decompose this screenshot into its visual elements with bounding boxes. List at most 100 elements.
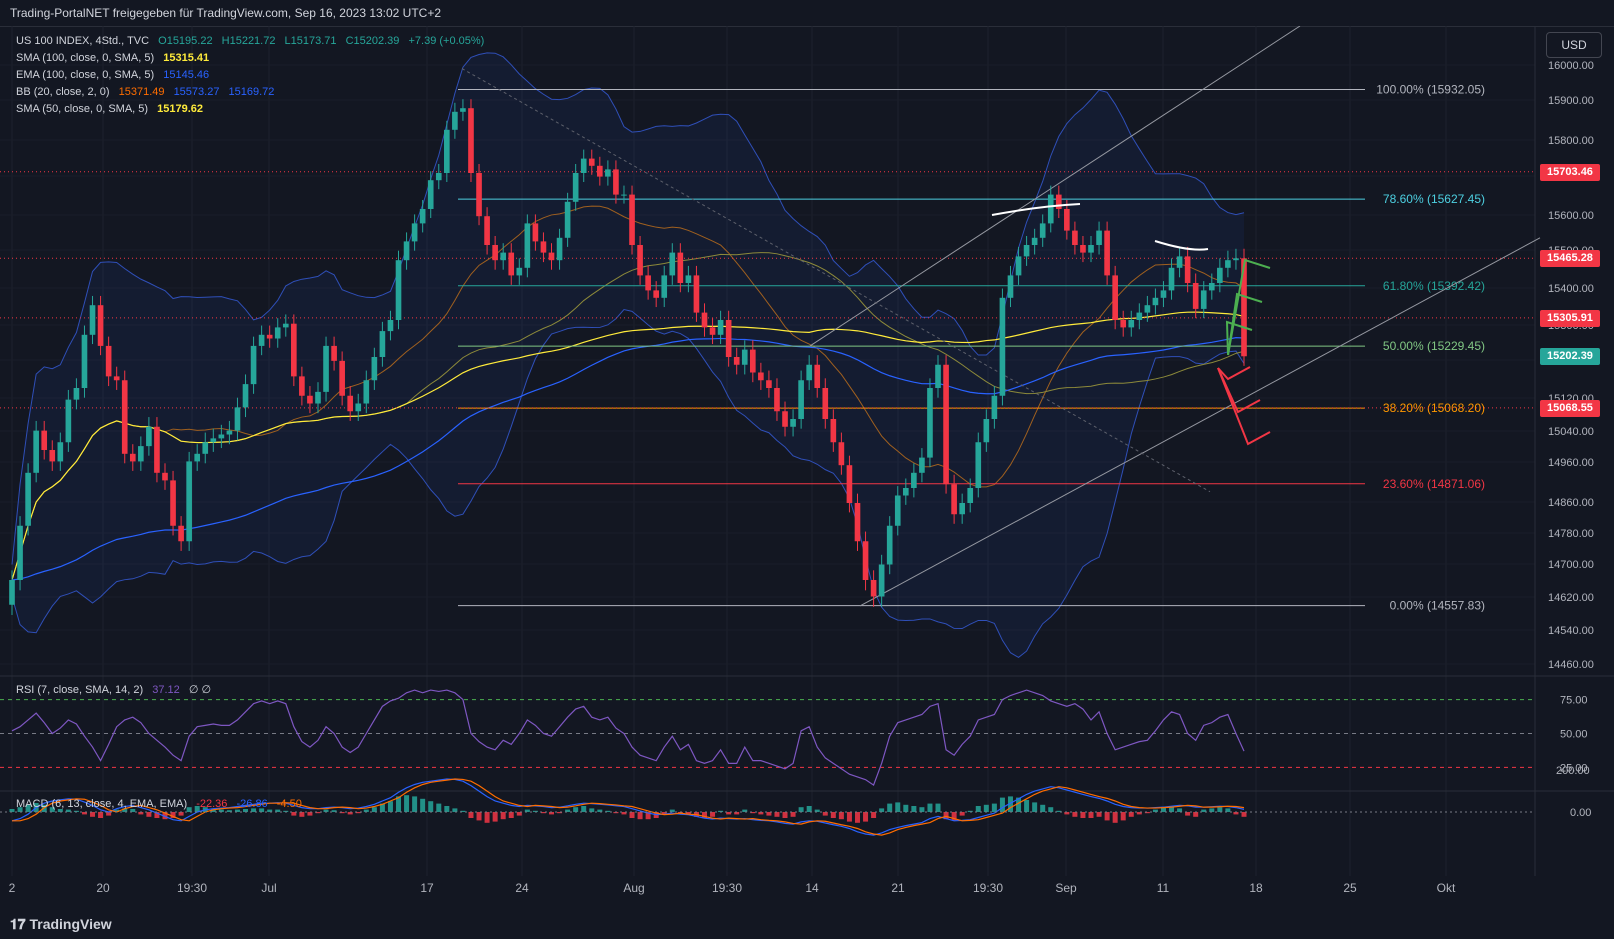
macd-hist-bar — [1072, 812, 1078, 817]
candle-body — [862, 541, 869, 580]
y-tick-label: 14960.00 — [1548, 457, 1594, 469]
legend-ema100[interactable]: EMA (100, close, 0, SMA, 5) 15145.46 — [16, 67, 215, 83]
candle-body — [1241, 258, 1247, 357]
macd-hist-bar — [532, 810, 538, 812]
macd-hist-bar — [637, 812, 643, 820]
macd-hist-bar — [1096, 812, 1102, 817]
macd-hist-bar — [661, 812, 667, 815]
x-tick-label: 14 — [805, 881, 819, 895]
brand-label: TradingView — [29, 916, 112, 932]
macd-hist-bar — [347, 812, 353, 815]
macd-hist-bar — [267, 809, 273, 812]
macd-hist-bar — [613, 812, 619, 814]
macd-hist-bar — [98, 812, 104, 818]
macd-hist-bar — [154, 812, 160, 818]
candle-body — [725, 320, 732, 357]
fib-level-label: 23.60% (14871.06) — [1383, 477, 1485, 491]
candle-body — [113, 376, 120, 381]
x-tick-label: 20 — [96, 881, 110, 895]
price-tag: 15202.39 — [1540, 348, 1600, 366]
candle-body — [403, 241, 410, 261]
bullish-arrow — [1227, 292, 1263, 356]
sma50-label: SMA (50, close, 0, SMA, 5) — [16, 103, 149, 115]
fib-level-label: 50.00% (15229.45) — [1383, 339, 1485, 353]
annotation-arc — [991, 203, 1081, 216]
candle-body — [121, 380, 128, 454]
candle-body — [588, 158, 595, 166]
x-tick-label: 19:30 — [712, 881, 742, 895]
macd-hist-bar — [420, 798, 426, 812]
fib-level-label: 0.00% (14557.83) — [1390, 599, 1485, 613]
legend-rsi[interactable]: RSI (7, close, SMA, 14, 2) 37.12 ∅ ∅ — [16, 682, 217, 698]
candle-body — [733, 357, 740, 365]
candle-body — [935, 364, 941, 388]
macd-hist-bar — [412, 796, 418, 812]
chart-share-title: Trading-PortalNET freigegeben für Tradin… — [10, 6, 442, 20]
macd-hist-bar — [895, 802, 901, 812]
macd-hist-bar — [1136, 812, 1142, 815]
macd-hist-bar — [226, 810, 232, 812]
x-tick-label: 21 — [891, 881, 905, 895]
candle-body — [1168, 267, 1175, 291]
macd-hist-bar — [218, 809, 224, 812]
macd-hist-bar — [871, 812, 877, 818]
macd-hist-bar — [734, 812, 740, 815]
candle-body — [677, 252, 684, 283]
y-tick-label: 16000.00 — [1548, 60, 1594, 72]
macd-hist-bar — [1177, 808, 1183, 812]
macd-hist-bar — [186, 807, 192, 812]
macd-hist-bar — [750, 812, 756, 814]
candle-body — [379, 331, 386, 357]
candle-body — [1112, 275, 1118, 320]
macd-hist-bar — [887, 803, 893, 812]
bb-lower: 15169.72 — [228, 86, 275, 98]
candle-body — [717, 320, 724, 335]
candle-body — [17, 525, 23, 580]
candle-body — [1072, 230, 1078, 245]
y-tick-label: 15800.00 — [1548, 135, 1594, 147]
macd-hist-bar — [1225, 808, 1231, 812]
candle-body — [540, 241, 547, 253]
chart-canvas[interactable]: 16000.0015900.0015800.0015700.0015600.00… — [0, 26, 1614, 910]
macd-hist-bar — [685, 812, 691, 815]
macd-hist-bar — [1144, 812, 1150, 814]
candle-body — [274, 327, 281, 339]
tradingview-logo[interactable]: 𝟏𝟕 TradingView — [10, 916, 112, 933]
macd-hist-bar — [194, 806, 200, 812]
candle-body — [234, 407, 241, 431]
sma50-value: 15179.62 — [157, 103, 204, 115]
candle-body — [1080, 245, 1086, 253]
candle-body — [202, 442, 209, 454]
candle-body — [323, 345, 329, 392]
legend-sma100[interactable]: SMA (100, close, 0, SMA, 5) 15315.41 — [16, 50, 215, 66]
macd-hist-bar — [645, 812, 651, 820]
candle-body — [741, 349, 748, 365]
macd-hist-bar — [573, 807, 579, 812]
macd-line — [11, 778, 1245, 836]
macd-hist-bar — [396, 796, 402, 812]
candle-body — [363, 380, 370, 404]
bb-label: BB (20, close, 2, 0) — [16, 86, 110, 98]
candle-body — [162, 472, 168, 481]
currency-button[interactable]: USD — [1546, 32, 1602, 58]
candle-body — [89, 305, 96, 335]
macd-hist-bar — [251, 808, 257, 812]
macd-hist-bar — [17, 807, 23, 812]
candle-body — [218, 434, 225, 439]
candle-body — [838, 442, 845, 466]
legend-sma50[interactable]: SMA (50, close, 0, SMA, 5) 15179.62 — [16, 101, 209, 117]
candle-body — [1144, 305, 1151, 313]
legend-macd[interactable]: MACD (6, 13, close, 4, EMA, EMA) -22.36 … — [16, 796, 308, 812]
legend-bb[interactable]: BB (20, close, 2, 0) 15371.49 15573.27 1… — [16, 84, 280, 100]
rsi-label: RSI (7, close, SMA, 14, 2) — [16, 684, 144, 696]
candle-body — [65, 399, 72, 443]
candle-body — [452, 111, 458, 130]
macd-hist-bar — [49, 807, 55, 812]
candle-body — [508, 252, 515, 276]
macd-hist-bar — [484, 812, 490, 823]
sma100-label: SMA (100, close, 0, SMA, 5) — [16, 52, 155, 64]
macd-hist-bar — [943, 812, 949, 820]
macd-hist-bar — [927, 803, 933, 812]
candle-body — [1120, 320, 1127, 328]
candle-body — [556, 237, 563, 261]
